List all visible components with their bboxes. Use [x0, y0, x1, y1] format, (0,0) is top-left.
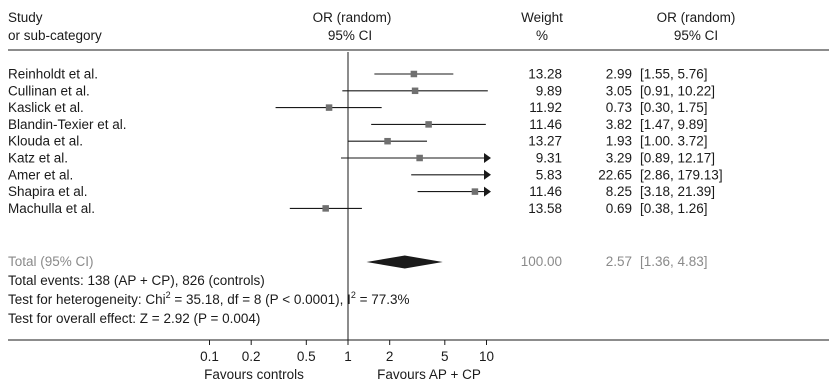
study-row: Shapira et al. 11.46 8.25 [3.18, 21.39] — [8, 184, 715, 199]
axis-tick-label: 2 — [386, 349, 394, 364]
study-ci: [0.91, 10.22] — [640, 83, 715, 98]
study-name: Machulla et al. — [8, 201, 95, 216]
study-or: 0.69 — [606, 201, 632, 216]
study-weight: 11.46 — [529, 117, 562, 132]
footer-events: Total events: 138 (AP + CP), 826 (contro… — [8, 273, 265, 288]
study-weight: 11.46 — [529, 184, 562, 199]
study-row: Blandin-Texier et al. 11.46 3.82 [1.47, 9.8… — [8, 117, 708, 132]
study-name: Kaslick et al. — [8, 100, 84, 115]
header-ci-line2: 95% CI — [674, 28, 718, 43]
study-or: 3.82 — [606, 117, 632, 132]
point-estimate — [410, 70, 418, 78]
study-or: 22.65 — [598, 167, 632, 182]
study-ci: [0.38, 1.26] — [640, 201, 708, 216]
study-ci: [1.55, 5.76] — [640, 67, 708, 82]
study-row: Reinholdt et al. 13.28 2.99 [1.55, 5.76] — [8, 67, 708, 82]
study-name: Katz et al. — [8, 151, 68, 166]
header-study-line2: or sub-category — [8, 28, 102, 43]
total-label: Total (95% CI) — [8, 254, 94, 269]
study-or: 8.25 — [606, 184, 632, 199]
header-plot-line1: OR (random) — [313, 10, 392, 25]
axis-tick-label: 5 — [441, 349, 449, 364]
ci-arrow — [484, 153, 491, 163]
study-row: Amer et al. 5.83 22.65 [2.86, 179.13] — [8, 167, 723, 182]
total-weight: 100.00 — [521, 254, 562, 269]
axis-tick-label: 0.5 — [297, 349, 316, 364]
study-ci: [0.89, 12.17] — [640, 151, 715, 166]
header-plot-line2: 95% CI — [328, 28, 372, 43]
total-or: 2.57 — [606, 254, 632, 269]
header-weight-line1: Weight — [521, 10, 563, 25]
axis-ticks: 0.1 0.2 0.5 1 2 5 10 — [200, 340, 494, 364]
footer-overall-effect: Test for overall effect: Z = 2.92 (P = 0… — [8, 311, 260, 326]
favours-left-label: Favours controls — [204, 367, 304, 382]
header-study-line1: Study — [8, 10, 43, 25]
study-row: Kaslick et al. 11.92 0.73 [0.30, 1.75] — [8, 100, 708, 115]
header-weight-line2: % — [536, 28, 548, 43]
total-diamond — [366, 255, 443, 269]
header-ci-line1: OR (random) — [657, 10, 736, 25]
axis-tick-label: 0.1 — [200, 349, 219, 364]
axis-tick-label: 0.2 — [242, 349, 261, 364]
study-weight: 11.92 — [529, 100, 562, 115]
study-row: Klouda et al. 13.27 1.93 [1.00. 3.72] — [8, 134, 708, 149]
study-name: Cullinan et al. — [8, 83, 90, 98]
study-or: 3.05 — [606, 83, 632, 98]
axis-tick-label: 1 — [344, 349, 352, 364]
footer-heterogeneity: Test for heterogeneity: Chi2 = 35.18, df… — [8, 290, 410, 307]
study-ci: [3.18, 21.39] — [640, 184, 715, 199]
study-weight: 5.83 — [536, 167, 562, 182]
study-ci: [0.30, 1.75] — [640, 100, 708, 115]
study-row: Cullinan et al. 9.89 3.05 [0.91, 10.22] — [8, 83, 715, 98]
ci-arrow — [484, 186, 491, 197]
study-or: 1.93 — [606, 134, 632, 149]
study-row: Machulla et al. 13.58 0.69 [0.38, 1.26] — [8, 201, 708, 216]
point-estimate — [322, 205, 329, 212]
study-weight: 9.89 — [536, 83, 562, 98]
axis-tick-label: 10 — [479, 349, 494, 364]
study-weight: 13.27 — [528, 134, 562, 149]
study-ci: [1.47, 9.89] — [640, 117, 708, 132]
study-name: Shapira et al. — [8, 184, 88, 199]
study-weight: 9.31 — [536, 151, 562, 166]
study-or: 2.99 — [606, 67, 632, 82]
study-name: Amer et al. — [8, 167, 73, 182]
total-ci: [1.36, 4.83] — [640, 254, 708, 269]
study-or: 0.73 — [606, 100, 632, 115]
study-ci: [2.86, 179.13] — [640, 167, 723, 182]
favours-right-label: Favours AP + CP — [377, 367, 481, 382]
study-row: Katz et al. 9.31 3.29 [0.89, 12.17] — [8, 151, 715, 166]
study-weight: 13.28 — [528, 67, 562, 82]
point-estimate — [411, 87, 419, 95]
point-estimate — [384, 137, 391, 145]
point-estimate — [416, 154, 423, 162]
study-rows: Reinholdt et al. 13.28 2.99 [1.55, 5.76]Cul… — [8, 67, 723, 216]
study-or: 3.29 — [606, 151, 632, 166]
point-estimate — [325, 104, 333, 111]
point-estimate — [471, 188, 479, 195]
study-name: Blandin-Texier et al. — [8, 117, 127, 132]
study-name: Klouda et al. — [8, 134, 83, 149]
point-estimate — [425, 121, 432, 128]
ci-arrow — [484, 169, 491, 180]
study-ci: [1.00. 3.72] — [640, 134, 708, 149]
study-name: Reinholdt et al. — [8, 67, 98, 82]
study-weight: 13.58 — [528, 201, 562, 216]
